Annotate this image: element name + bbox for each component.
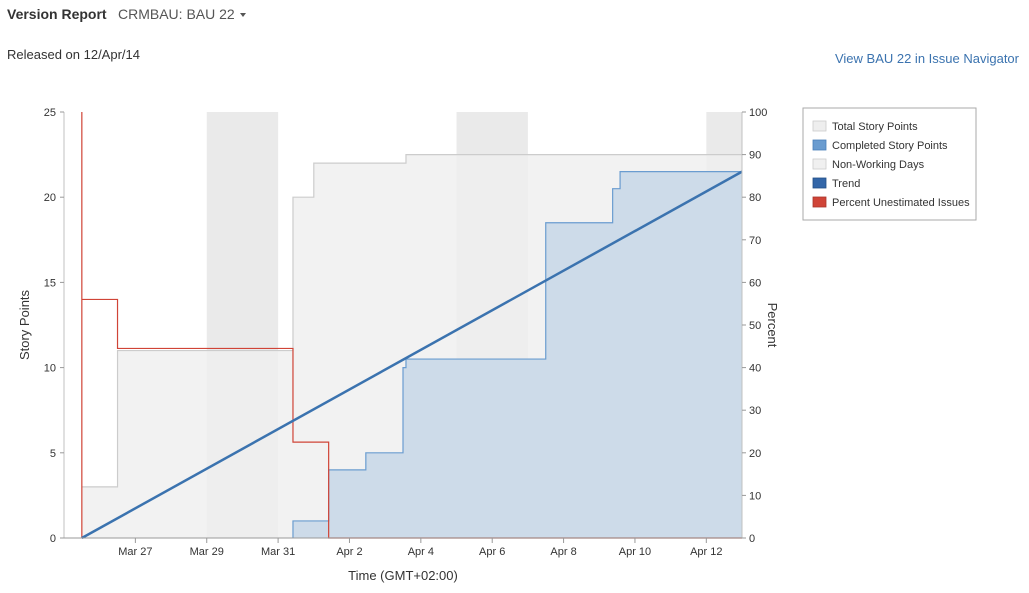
y2-tick-label-30: 30	[749, 405, 761, 417]
y2-axis-title: Percent	[765, 303, 780, 348]
y-tick-label-0: 0	[50, 533, 56, 545]
legend-label-1: Completed Story Points	[832, 140, 948, 152]
y-tick-label-25: 25	[44, 107, 56, 119]
y-tick-label-20: 20	[44, 192, 56, 204]
x-tick-label-2014-03-27: Mar 27	[118, 546, 152, 558]
y-tick-label-15: 15	[44, 277, 56, 289]
y-tick-label-10: 10	[44, 363, 56, 375]
y2-tick-label-70: 70	[749, 235, 761, 247]
caret-down-icon	[239, 13, 246, 18]
legend-swatch-0	[812, 120, 827, 132]
legend-label-4: Percent Unestimated Issues	[832, 197, 970, 209]
y-tick-label-5: 5	[50, 448, 56, 460]
page-title: Version Report	[7, 6, 107, 22]
legend-label-2: Non-Working Days	[832, 159, 925, 171]
legend-swatch-3	[812, 177, 827, 189]
issue-navigator-link[interactable]: View BAU 22 in Issue Navigator	[834, 51, 1019, 66]
legend-box	[802, 107, 977, 221]
y2-tick-label-50: 50	[749, 320, 761, 332]
x-tick-label-2014-04-02: Apr 2	[336, 546, 362, 558]
legend-swatch-4	[812, 196, 827, 208]
legend-swatch-2	[812, 158, 827, 170]
x-tick-label-2014-04-12: Apr 12	[690, 546, 722, 558]
total-story-points-line	[81, 154, 742, 488]
percent-unestimated-layer	[81, 112, 742, 539]
percent-unestimated-line	[81, 112, 742, 539]
version-selector[interactable]: CRMBAU: BAU 22	[118, 6, 246, 22]
legend-label-0: Total Story Points	[832, 121, 918, 133]
y2-tick-label-20: 20	[749, 448, 761, 460]
y2-tick-label-80: 80	[749, 192, 761, 204]
y2-tick-label-60: 60	[749, 277, 761, 289]
legend-label-3: Trend	[832, 178, 860, 190]
x-tick-label-2014-04-08: Apr 8	[550, 546, 576, 558]
legend: Total Story Points Completed Story Points…	[802, 107, 977, 221]
legend-swatch-1	[812, 139, 827, 151]
x-axis-title: Time (GMT+02:00)	[348, 568, 458, 583]
trend-line	[81, 170, 743, 540]
y-axis-title: Story Points	[17, 289, 32, 360]
trend-layer	[81, 170, 743, 540]
release-date: Released on 12/Apr/14	[7, 47, 140, 62]
y2-tick-label-0: 0	[749, 533, 755, 545]
x-tick-label-2014-04-10: Apr 10	[619, 546, 651, 558]
x-tick-label-2014-04-06: Apr 6	[479, 546, 505, 558]
x-tick-label-2014-03-29: Mar 29	[190, 546, 224, 558]
axes: 0 5 10 15 20 25 0 10 20 30 40 50 60 70 80 90 100 Mar 27 Ma…	[17, 107, 780, 583]
completed-story-points-area	[292, 171, 742, 538]
version-selector-label: CRMBAU: BAU 22	[118, 6, 235, 22]
x-tick-label-2014-04-04: Apr 4	[408, 546, 434, 558]
x-tick-label-2014-03-31: Mar 31	[261, 546, 295, 558]
y2-tick-label-40: 40	[749, 363, 761, 375]
y2-tick-label-100: 100	[749, 107, 767, 119]
y2-tick-label-10: 10	[749, 490, 761, 502]
y2-tick-label-90: 90	[749, 150, 761, 162]
